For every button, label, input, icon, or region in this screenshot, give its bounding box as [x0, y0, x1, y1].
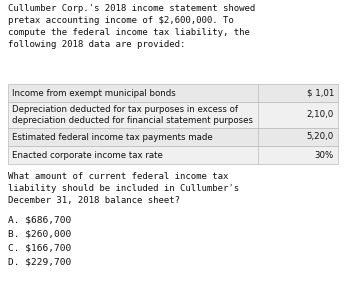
Bar — [8, 102, 338, 128]
Bar — [8, 146, 338, 164]
Text: Estimated federal income tax payments made: Estimated federal income tax payments ma… — [12, 133, 213, 142]
Text: C. $166,700: C. $166,700 — [8, 244, 71, 253]
Text: Enacted corporate income tax rate: Enacted corporate income tax rate — [12, 150, 163, 159]
Text: Income from exempt municipal bonds: Income from exempt municipal bonds — [12, 88, 176, 98]
Text: A. $686,700: A. $686,700 — [8, 216, 71, 225]
Text: $ 1,01: $ 1,01 — [307, 88, 334, 98]
Text: 30%: 30% — [315, 150, 334, 159]
Text: B. $260,000: B. $260,000 — [8, 230, 71, 239]
Text: D. $229,700: D. $229,700 — [8, 258, 71, 267]
Text: Cullumber Corp.'s 2018 income statement showed
pretax accounting income of $2,60: Cullumber Corp.'s 2018 income statement … — [8, 4, 255, 49]
Text: Depreciation deducted for tax purposes in excess of
depreciation deducted for fi: Depreciation deducted for tax purposes i… — [12, 105, 253, 125]
Text: What amount of current federal income tax
liability should be included in Cullum: What amount of current federal income ta… — [8, 172, 239, 205]
Text: 2,10,0: 2,10,0 — [307, 110, 334, 119]
Bar — [8, 84, 338, 102]
Text: 5,20,0: 5,20,0 — [307, 133, 334, 142]
Bar — [8, 128, 338, 146]
